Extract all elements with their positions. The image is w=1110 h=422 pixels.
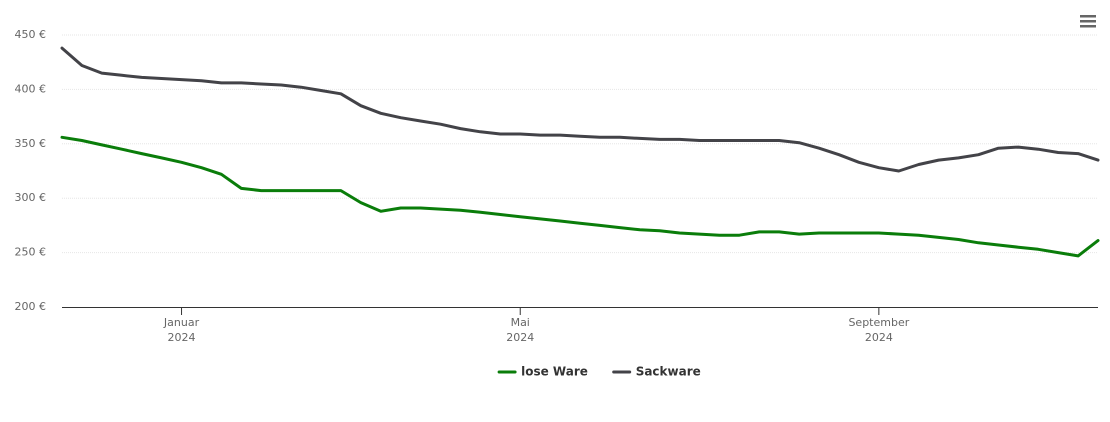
y-tick-label: 450 € [15,28,47,41]
menu-bar [1080,20,1096,23]
legend-item[interactable]: Sackware [612,365,701,379]
y-tick-label: 250 € [15,246,47,259]
x-tick-label: September 2024 [848,316,909,344]
y-tick-label: 350 € [15,137,47,150]
menu-bar [1080,15,1096,18]
legend-item[interactable]: lose Ware [497,365,588,379]
x-tick-label: Mai 2024 [506,316,534,344]
menu-button[interactable] [1080,15,1096,28]
x-tick-label: Januar 2024 [163,316,200,344]
series-line [60,135,1100,258]
y-tick-label: 300 € [15,191,47,204]
legend-label: lose Ware [521,365,588,379]
menu-bar [1080,25,1096,28]
y-tick-label: 200 € [15,300,47,313]
legend-label: Sackware [636,365,701,379]
y-tick-label: 400 € [15,82,47,95]
series-line [60,46,1100,173]
legend: lose Ware Sackware [497,365,701,379]
